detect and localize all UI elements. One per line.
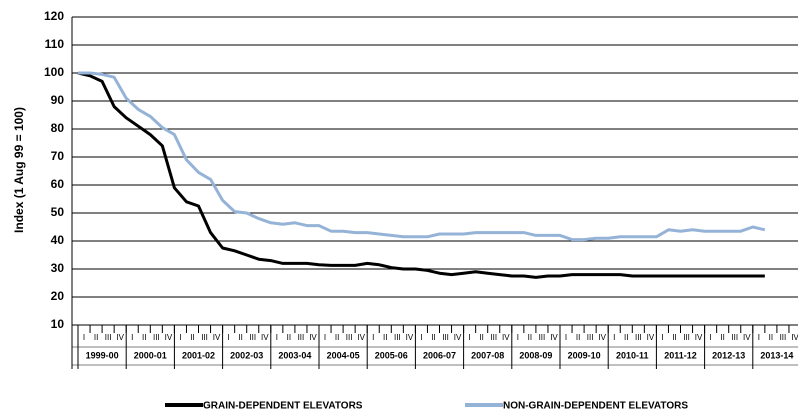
x-tick-label: II <box>576 333 580 342</box>
group-label: 2006-07 <box>423 350 456 360</box>
x-tick-label: I <box>179 333 181 342</box>
group-label: 2004-05 <box>327 350 360 360</box>
y-tick-label: 120 <box>44 9 64 23</box>
x-tick-label: IV <box>165 333 173 342</box>
x-tick-label: II <box>431 333 435 342</box>
x-tick-label: I <box>420 333 422 342</box>
y-tick-label: 20 <box>51 289 65 303</box>
x-tick-label: I <box>661 333 663 342</box>
x-tick-label: II <box>624 333 628 342</box>
x-tick-label: IV <box>743 333 751 342</box>
group-label: 2005-06 <box>375 350 408 360</box>
x-tick-label: I <box>517 333 519 342</box>
x-tick-label: I <box>469 333 471 342</box>
x-tick-label: III <box>587 333 594 342</box>
y-tick-label: 80 <box>51 121 65 135</box>
group-label: 2011-12 <box>664 350 697 360</box>
x-tick-label: II <box>383 333 387 342</box>
series-line <box>78 71 766 242</box>
x-tick-label: III <box>201 333 208 342</box>
x-tick-label: I <box>372 333 374 342</box>
x-tick-label: III <box>731 333 738 342</box>
x-tick-label: II <box>94 333 98 342</box>
group-label: 2012-13 <box>712 350 745 360</box>
x-tick-label: IV <box>406 333 414 342</box>
x-tick-label: IV <box>647 333 655 342</box>
x-tick-label: I <box>83 333 85 342</box>
x-tick-label: II <box>335 333 339 342</box>
x-tick-label: I <box>324 333 326 342</box>
x-tick-label: II <box>672 333 676 342</box>
y-tick-label: 50 <box>51 205 65 219</box>
group-label: 2007-08 <box>471 350 504 360</box>
x-tick-label: III <box>635 333 642 342</box>
x-tick-label: IV <box>261 333 269 342</box>
x-tick-label: II <box>142 333 146 342</box>
group-label: 2009-10 <box>568 350 601 360</box>
y-tick-label: 100 <box>44 65 64 79</box>
y-tick-label: 60 <box>51 177 65 191</box>
x-tick-label: I <box>131 333 133 342</box>
group-label: 2002-03 <box>230 350 263 360</box>
x-tick-label: III <box>394 333 401 342</box>
series-line <box>77 71 765 279</box>
x-tick-label: I <box>758 333 760 342</box>
y-tick-label: 70 <box>51 149 65 163</box>
y-tick-label: 110 <box>45 37 65 51</box>
x-tick-label: II <box>287 333 291 342</box>
y-tick-label: 10 <box>51 317 65 331</box>
x-tick-label: III <box>346 333 353 342</box>
y-tick-label: 40 <box>51 233 65 247</box>
x-tick-label: I <box>613 333 615 342</box>
x-tick-label: II <box>238 333 242 342</box>
x-tick-label: III <box>249 333 256 342</box>
x-tick-label: III <box>683 333 690 342</box>
x-tick-label: IV <box>309 333 317 342</box>
x-tick-label: IV <box>357 333 365 342</box>
x-tick-label: II <box>479 333 483 342</box>
x-tick-label: IV <box>454 333 462 342</box>
x-tick-label: III <box>490 333 497 342</box>
group-label: 2013-14 <box>760 350 793 360</box>
x-tick-label: II <box>720 333 724 342</box>
y-axis-label: Index (1 Aug 99 = 100) <box>12 107 26 233</box>
x-tick-label: III <box>298 333 305 342</box>
x-tick-label: II <box>528 333 532 342</box>
group-label: 1999-00 <box>86 350 119 360</box>
x-tick-label: IV <box>213 333 221 342</box>
group-label: 2008-09 <box>519 350 552 360</box>
y-tick-label: 30 <box>51 261 65 275</box>
x-tick-label: I <box>228 333 230 342</box>
x-tick-label: I <box>276 333 278 342</box>
x-tick-label: IV <box>550 333 558 342</box>
x-tick-label: III <box>105 333 112 342</box>
x-tick-label: I <box>710 333 712 342</box>
x-tick-label: III <box>153 333 160 342</box>
x-tick-label: II <box>190 333 194 342</box>
x-tick-label: I <box>565 333 567 342</box>
x-tick-label: IV <box>502 333 510 342</box>
group-label: 2010-11 <box>616 350 649 360</box>
group-label: 2000-01 <box>134 350 167 360</box>
x-tick-label: IV <box>116 333 124 342</box>
group-label: 2003-04 <box>278 350 311 360</box>
x-tick-label: IV <box>598 333 606 342</box>
legend-label: GRAIN-DEPENDENT ELEVATORS <box>203 401 363 412</box>
y-tick-label: 90 <box>51 93 65 107</box>
x-tick-label: III <box>780 333 787 342</box>
x-tick-label: II <box>769 333 773 342</box>
x-tick-label: IV <box>791 333 798 342</box>
group-label: 2001-02 <box>182 350 215 360</box>
x-tick-label: IV <box>695 333 703 342</box>
x-tick-label: III <box>539 333 546 342</box>
legend-label: NON-GRAIN-DEPENDENT ELEVATORS <box>503 401 688 412</box>
x-tick-label: III <box>442 333 449 342</box>
